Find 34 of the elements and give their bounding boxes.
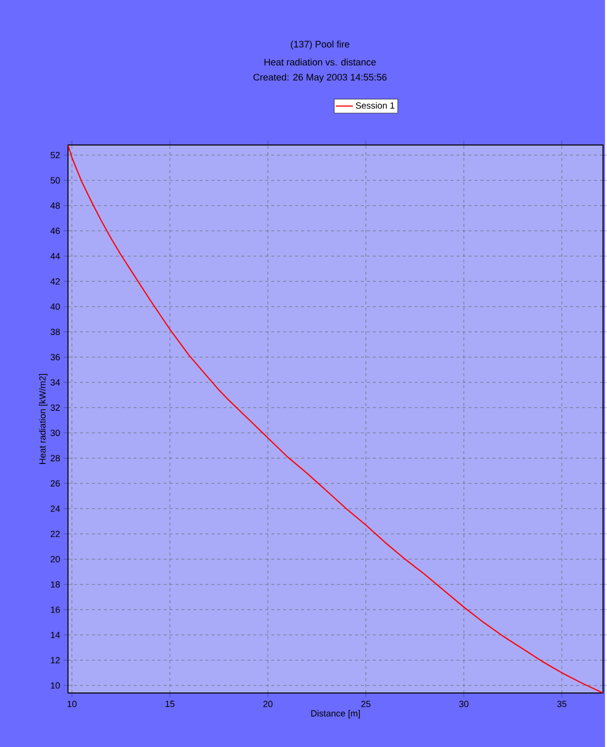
y-tick-label: 48 [50, 202, 60, 209]
y-tick-label: 14 [50, 632, 60, 638]
y-tick-label: 50 [50, 177, 60, 184]
x-axis-title: Distance [m] [311, 710, 360, 718]
y-tick-label: 42 [50, 278, 60, 284]
y-tick-label: 44 [50, 253, 60, 260]
y-tick-label: 30 [50, 430, 60, 436]
y-tick-label: 40 [50, 303, 60, 310]
y-tick-label: 20 [50, 556, 60, 562]
y-tick-label: 18 [50, 581, 60, 588]
y-tick-label: 16 [50, 606, 60, 613]
y-axis-title: Heat radiation [kW/m2] [38, 374, 48, 464]
x-tick-label: 30 [459, 700, 468, 708]
y-tick-label: 26 [50, 480, 60, 487]
x-tick-label: 15 [165, 700, 174, 708]
y-tick-label: 32 [50, 404, 60, 411]
text: Created: 26 May 2003 14:55:56 [253, 74, 386, 82]
y-tick-label: 12 [50, 657, 60, 664]
y-tick-label: 10 [50, 682, 60, 689]
y-tick-label: 36 [50, 354, 60, 360]
x-tick-label: 25 [361, 700, 370, 708]
x-tick-label: 35 [557, 700, 566, 708]
x-tick-label: 10 [67, 700, 76, 708]
y-tick-label: 52 [50, 152, 60, 158]
y-tick-label: 22 [50, 530, 60, 538]
y-tick-label: 46 [50, 228, 60, 234]
y-tick-label: 28 [50, 454, 60, 462]
legend-label: Session 1 [356, 102, 394, 109]
y-tick-label: 38 [50, 328, 60, 336]
chart-title: (137) Pool fire [290, 40, 350, 50]
y-tick-label: 34 [50, 379, 60, 386]
chart-subtitle: Heat radiation vs. distance [264, 58, 376, 66]
x-tick-label: 20 [263, 700, 272, 708]
y-tick-label: 24 [50, 506, 60, 512]
